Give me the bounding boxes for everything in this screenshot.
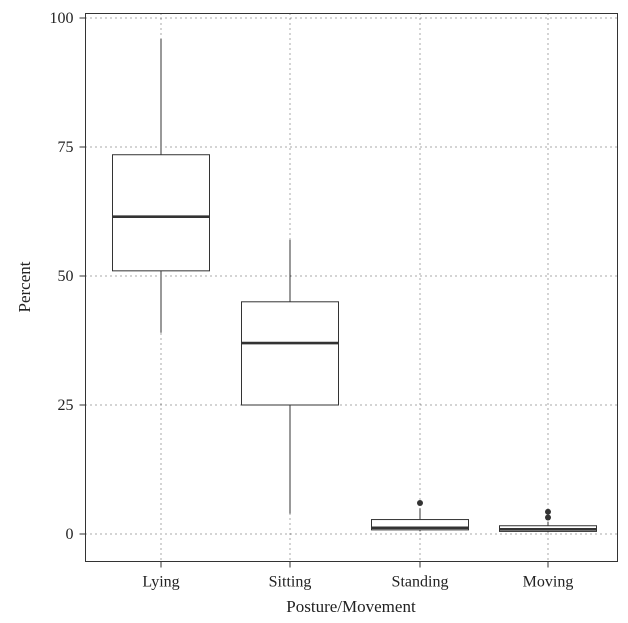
y-tick-label: 0 (66, 526, 74, 543)
x-tick-label: Moving (523, 574, 574, 591)
y-tick-label: 100 (50, 10, 74, 27)
box-group-sitting (241, 239, 339, 514)
iqr-box (112, 154, 210, 272)
y-tick-label: 25 (58, 397, 74, 414)
iqr-box (241, 301, 339, 406)
plot-frame (85, 13, 618, 562)
x-tick-label: Sitting (269, 574, 312, 591)
box-layer (112, 38, 597, 533)
box-group-lying (112, 38, 210, 333)
outlier-point (417, 500, 423, 507)
y-tick-label: 75 (58, 139, 74, 156)
grid-layer (85, 13, 618, 562)
x-tick-label: Lying (142, 574, 179, 591)
x-tick-label: Standing (392, 574, 449, 591)
box-group-moving (499, 508, 597, 533)
box-group-standing (371, 500, 469, 532)
axis-layer: 0 25 50 75 100 Lying Sitting Standing Moving (50, 10, 574, 591)
outlier-point (545, 514, 551, 521)
y-axis-title: Percent (15, 261, 34, 312)
iqr-box (371, 519, 469, 531)
outlier-point (545, 508, 551, 515)
x-axis-title: Posture/Movement (286, 597, 416, 616)
y-tick-label: 50 (58, 268, 74, 285)
